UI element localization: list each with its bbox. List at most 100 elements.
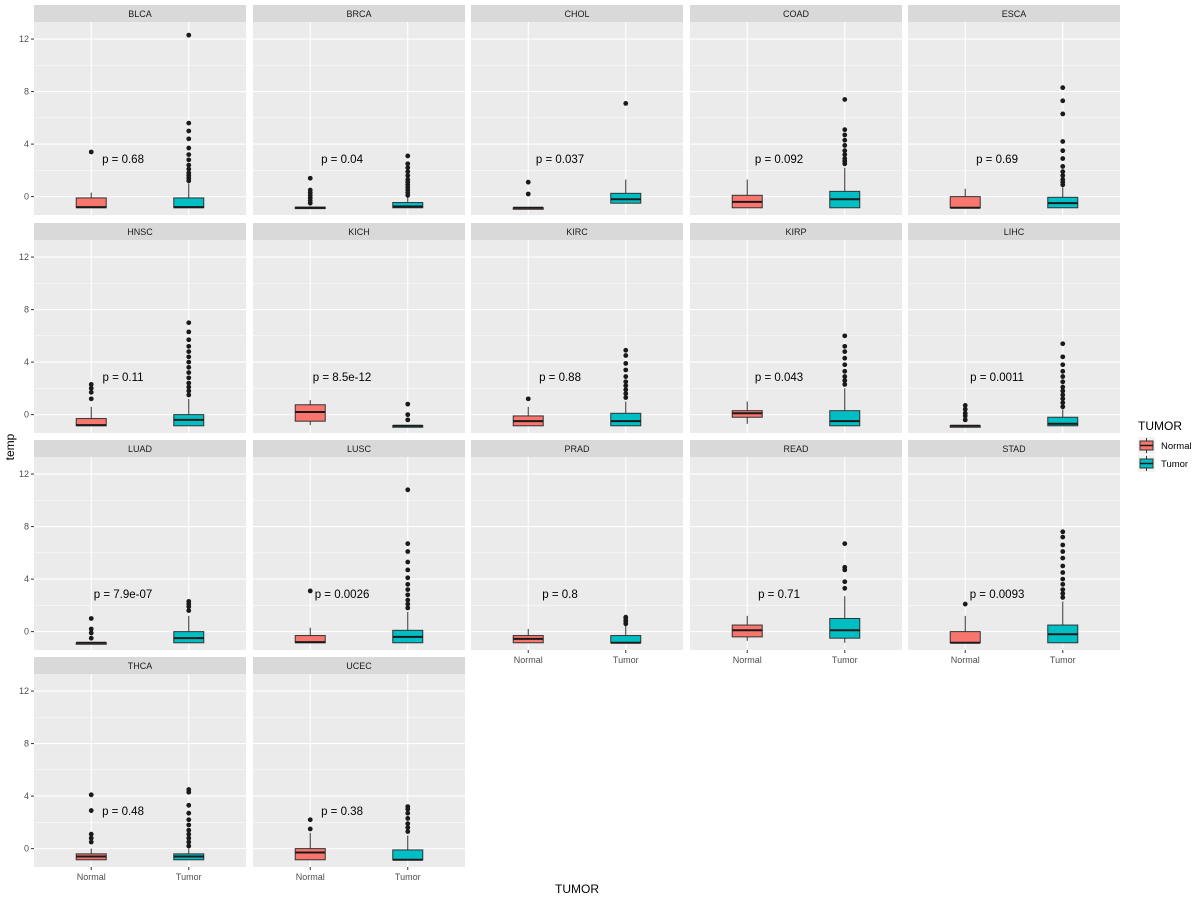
outlier-point [1060, 581, 1066, 587]
outlier-point [1060, 555, 1066, 561]
panel-background [34, 674, 246, 867]
outlier-point [962, 601, 968, 607]
p-value-label: p = 0.88 [539, 372, 581, 384]
x-tick-label: Tumor [176, 872, 202, 882]
outlier-point [1060, 529, 1066, 535]
y-tick-label: 8 [24, 522, 29, 532]
x-tick-label: Tumor [613, 655, 639, 665]
box-iqr [294, 848, 326, 861]
y-tick-label: 4 [24, 791, 29, 801]
outlier-point [842, 585, 848, 591]
box-tumor [610, 614, 642, 644]
facet-strip-label: KICH [348, 227, 370, 237]
outlier-point [405, 601, 411, 607]
y-tick-label: 8 [24, 305, 29, 315]
outlier-point [842, 564, 848, 570]
outlier-point [186, 835, 192, 841]
outlier-point [623, 367, 629, 373]
x-tick-label: Normal [733, 655, 762, 665]
outlier-point [962, 410, 968, 416]
x-tick-label: Normal [951, 655, 980, 665]
outlier-point [1060, 595, 1066, 600]
outlier-point [307, 187, 313, 193]
facet-panel-prad: PRAD p = 0.8 Normal Tumor [471, 440, 683, 665]
y-tick-label: 12 [19, 34, 29, 44]
outlier-point [186, 375, 192, 381]
outlier-point [405, 169, 411, 175]
facet-strip [34, 223, 246, 240]
facet-strip-label: LUAD [128, 444, 153, 454]
box-normal [731, 401, 763, 424]
outlier-point [1060, 85, 1066, 91]
facet-panel-esca: ESCA p = 0.69 [908, 5, 1120, 215]
box-tumor [610, 347, 642, 427]
outlier-point [186, 392, 192, 398]
box-tumor [173, 787, 205, 861]
p-value-label: p = 0.48 [102, 806, 144, 818]
facet-panel-blca: BLCA 0 4 8 12 p = 0.68 [19, 5, 246, 215]
outlier-point [186, 128, 192, 134]
x-tick-label: Tumor [832, 655, 858, 665]
legend-label: Tumor [1161, 459, 1188, 470]
outlier-point [623, 374, 629, 379]
outlier-point [623, 387, 629, 393]
box-normal [731, 179, 763, 209]
panel-background [908, 22, 1120, 215]
outlier-point [405, 575, 411, 581]
outlier-point [186, 152, 192, 158]
outlier-point [842, 156, 848, 161]
y-tick-label: 0 [24, 192, 29, 202]
outlier-point [1060, 139, 1066, 144]
p-value-label: p = 0.69 [976, 154, 1018, 166]
facet-strip [908, 223, 1120, 240]
facet-strip [34, 657, 246, 674]
facet-panel-coad: COAD p = 0.092 [690, 5, 902, 215]
outlier-point [186, 337, 192, 343]
facet-strip-label: PRAD [564, 444, 590, 454]
facet-strip-label: KIRC [566, 227, 588, 237]
outlier-point [186, 166, 192, 172]
box-normal [294, 588, 326, 644]
facet-strip [253, 223, 465, 240]
outlier-point [186, 320, 192, 326]
outlier-point [186, 136, 192, 142]
outlier-point [1060, 148, 1066, 154]
facet-strip-label: HNSC [127, 227, 153, 237]
outlier-point [405, 173, 411, 179]
outlier-point [88, 808, 94, 813]
facet-panel-kirp: KIRP p = 0.043 [690, 223, 902, 433]
legend-label: Normal [1161, 441, 1192, 452]
box-normal [731, 615, 763, 641]
outlier-point [405, 412, 411, 418]
panel-background [34, 240, 246, 433]
outlier-point [186, 831, 192, 837]
outlier-point [525, 396, 531, 402]
outlier-point [405, 559, 411, 565]
outlier-point [1060, 563, 1066, 569]
box-normal [75, 792, 107, 861]
facet-strip [471, 223, 683, 240]
panel-background [253, 674, 465, 867]
outlier-point [1060, 534, 1066, 540]
box-iqr [829, 617, 861, 639]
facet-panel-kirc: KIRC p = 0.88 [471, 223, 683, 433]
outlier-point [842, 382, 848, 387]
panel-background [253, 22, 465, 215]
facet-panel-ucec: UCEC p = 0.38 Normal Tumor [253, 657, 465, 882]
facet-strip-label: STAD [1002, 444, 1026, 454]
outlier-point [842, 127, 848, 133]
y-tick-label: 8 [24, 87, 29, 97]
outlier-point [1060, 374, 1066, 379]
outlier-point [842, 343, 848, 349]
facet-strip-label: COAD [783, 9, 810, 19]
outlier-point [962, 406, 968, 412]
outlier-point [842, 362, 848, 368]
outlier-point [186, 827, 192, 833]
facet-panel-stad: STAD p = 0.0093 Normal Tumor [908, 440, 1120, 665]
panel-background [253, 240, 465, 433]
outlier-point [405, 161, 411, 167]
outlier-point [842, 152, 848, 158]
box-tumor [610, 101, 642, 204]
p-value-label: p = 0.043 [755, 372, 803, 384]
